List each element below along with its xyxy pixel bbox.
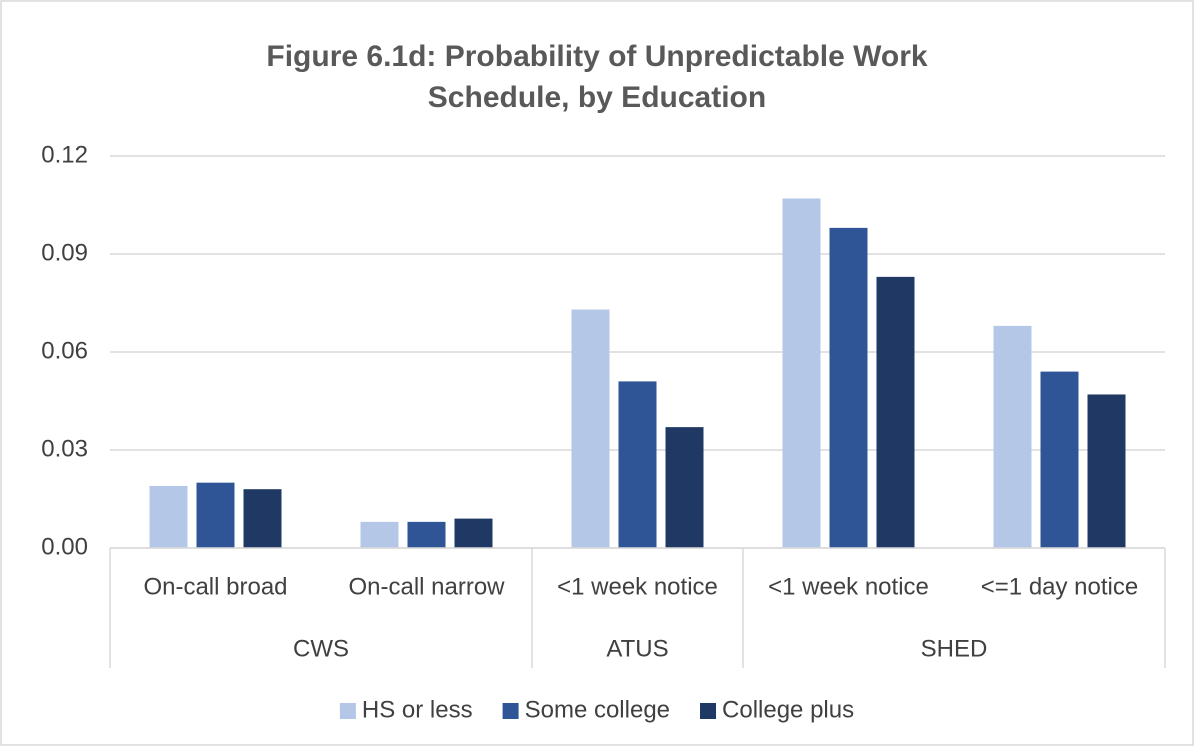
bar (993, 325, 1032, 548)
x-tick-label: <=1 day notice (981, 573, 1138, 600)
group-label: CWS (293, 635, 349, 662)
bar (829, 227, 868, 548)
bar (876, 276, 915, 548)
bar (665, 427, 704, 548)
legend-label: HS or less (362, 696, 473, 723)
y-tick-label: 0.03 (41, 435, 88, 462)
x-tick-label: <1 week notice (768, 573, 929, 600)
chart-title: Figure 6.1d: Probability of Unpredictabl… (266, 40, 928, 114)
y-tick-label: 0.06 (41, 337, 88, 364)
group-label: SHED (921, 635, 988, 662)
y-tick-label: 0.09 (41, 239, 88, 266)
bar (782, 198, 821, 548)
y-tick-label: 0.12 (41, 141, 88, 168)
x-tick-label: <1 week notice (557, 573, 718, 600)
group-label: ATUS (606, 635, 668, 662)
legend-swatch (502, 703, 519, 719)
y-tick-label: 0.00 (41, 533, 88, 560)
bar (454, 518, 493, 548)
bar (407, 521, 446, 548)
legend-swatch (339, 703, 356, 719)
bar (618, 381, 657, 548)
legend-label: Some college (525, 696, 670, 723)
x-tick-label: On-call broad (143, 573, 287, 600)
bar (149, 485, 188, 548)
legend-label: College plus (722, 696, 854, 723)
bar (243, 489, 282, 548)
bar (1087, 394, 1126, 548)
x-tick-label: On-call narrow (348, 573, 505, 600)
bar (196, 482, 235, 548)
bar (360, 521, 399, 548)
bar (1040, 371, 1079, 548)
legend-swatch (700, 703, 717, 719)
bar (571, 309, 610, 548)
